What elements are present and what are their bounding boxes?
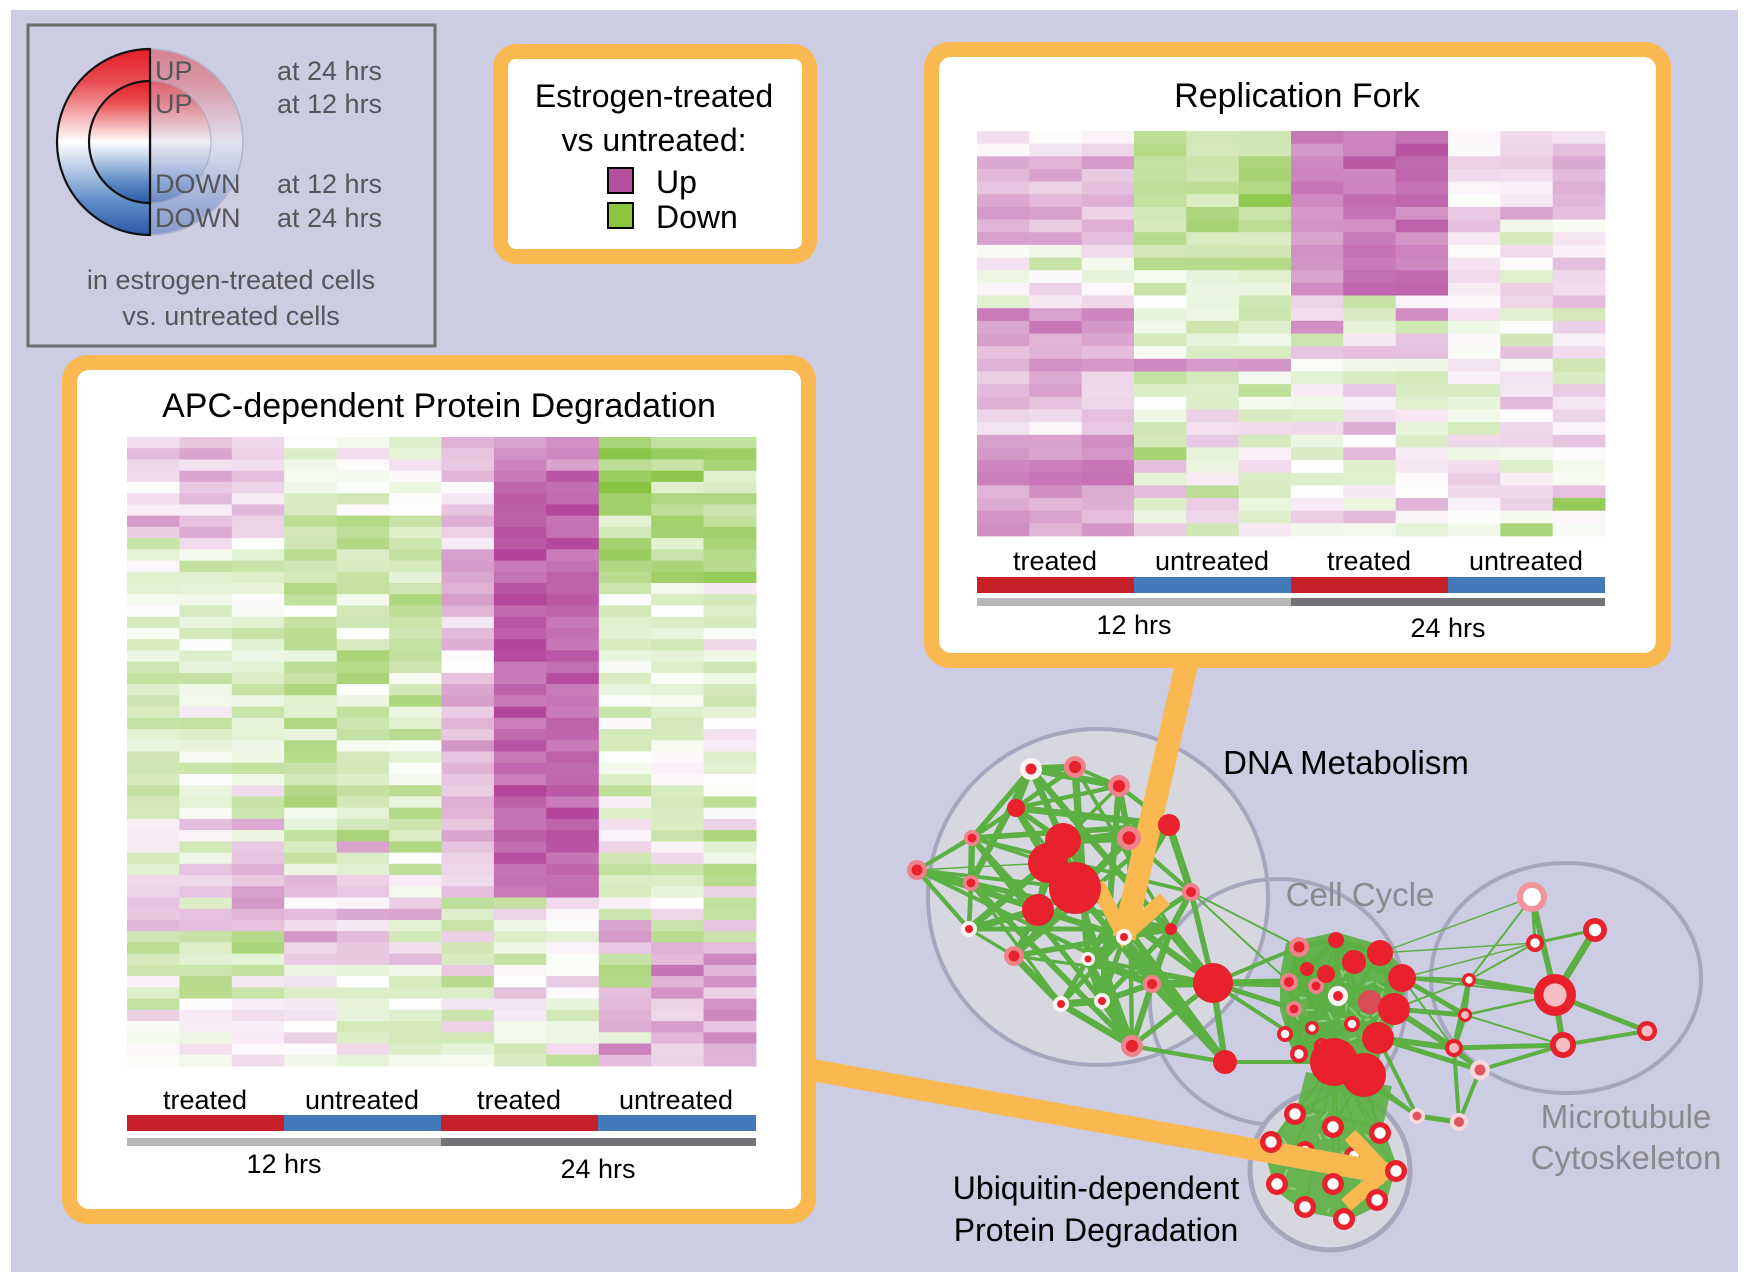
svg-text:in estrogen-treated cells: in estrogen-treated cells bbox=[87, 265, 375, 295]
svg-text:DNA Metabolism: DNA Metabolism bbox=[1223, 744, 1469, 781]
svg-text:treated: treated bbox=[1327, 546, 1411, 576]
svg-text:12 hrs: 12 hrs bbox=[1096, 610, 1171, 640]
svg-text:at 12 hrs: at 12 hrs bbox=[277, 169, 382, 199]
svg-text:at 24 hrs: at 24 hrs bbox=[277, 56, 382, 86]
svg-text:UP: UP bbox=[155, 89, 193, 119]
svg-text:vs. untreated cells: vs. untreated cells bbox=[122, 301, 340, 331]
svg-text:DOWN: DOWN bbox=[155, 169, 240, 199]
svg-text:24 hrs: 24 hrs bbox=[560, 1154, 635, 1184]
svg-text:treated: treated bbox=[163, 1085, 247, 1115]
svg-text:24 hrs: 24 hrs bbox=[1410, 613, 1485, 643]
svg-text:UP: UP bbox=[155, 56, 193, 86]
svg-text:Ubiquitin-dependent: Ubiquitin-dependent bbox=[953, 1170, 1240, 1206]
svg-text:DOWN: DOWN bbox=[155, 203, 240, 233]
svg-text:Cell Cycle: Cell Cycle bbox=[1286, 876, 1435, 913]
svg-text:vs untreated:: vs untreated: bbox=[562, 122, 747, 158]
svg-text:at 12 hrs: at 12 hrs bbox=[277, 89, 382, 119]
svg-text:Down: Down bbox=[656, 199, 738, 235]
svg-text:untreated: untreated bbox=[1155, 546, 1269, 576]
svg-text:Protein Degradation: Protein Degradation bbox=[954, 1212, 1239, 1248]
svg-text:Cytoskeleton: Cytoskeleton bbox=[1531, 1139, 1722, 1176]
svg-text:Microtubule: Microtubule bbox=[1541, 1098, 1712, 1135]
svg-text:Estrogen-treated: Estrogen-treated bbox=[535, 78, 773, 114]
svg-text:untreated: untreated bbox=[1469, 546, 1583, 576]
svg-text:treated: treated bbox=[1013, 546, 1097, 576]
svg-text:untreated: untreated bbox=[305, 1085, 419, 1115]
svg-text:at 24 hrs: at 24 hrs bbox=[277, 203, 382, 233]
svg-text:untreated: untreated bbox=[619, 1085, 733, 1115]
svg-text:APC-dependent Protein Degradat: APC-dependent Protein Degradation bbox=[162, 387, 716, 425]
svg-text:Replication Fork: Replication Fork bbox=[1174, 77, 1421, 115]
svg-text:treated: treated bbox=[477, 1085, 561, 1115]
svg-text:12 hrs: 12 hrs bbox=[246, 1149, 321, 1179]
svg-text:Up: Up bbox=[656, 164, 697, 200]
